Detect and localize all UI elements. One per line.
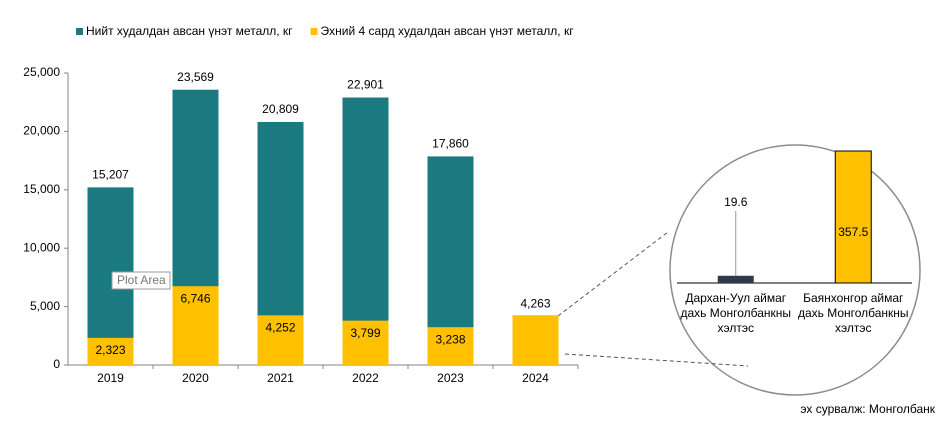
inset-value-label: 357.5 — [838, 225, 868, 239]
bar — [342, 97, 389, 365]
tooltip: Plot Area — [117, 273, 166, 287]
inset-category: Баянхонгор аймаг дахь Монголбанкны хэлтэ… — [797, 291, 909, 335]
value-label: 3,799 — [350, 326, 380, 340]
bar — [427, 327, 474, 365]
y-tick-label: 25,000 — [23, 65, 60, 79]
value-label: 20,809 — [262, 102, 299, 116]
value-label: 3,238 — [435, 332, 465, 346]
bar — [87, 337, 134, 365]
inset-value-label: 19.6 — [724, 195, 748, 209]
source: эх сурвалж: Монголбанк — [800, 402, 935, 416]
bar — [342, 320, 389, 365]
x-tick-label: 2020 — [182, 371, 209, 385]
value-label: 15,207 — [92, 168, 129, 182]
legend-label: Нийт худалдан авсан үнэт металл, кг — [86, 24, 293, 38]
y-tick-label: 0 — [53, 357, 60, 371]
zoom-line — [557, 231, 669, 317]
x-tick-label: 2024 — [522, 371, 549, 385]
legend-swatch — [310, 28, 318, 35]
x-tick-label: 2021 — [267, 371, 294, 385]
y-tick-label: 10,000 — [23, 240, 60, 254]
value-label: 4,263 — [520, 296, 550, 310]
bar — [172, 286, 219, 365]
inset-bar — [834, 150, 872, 284]
x-tick-label: 2022 — [352, 371, 379, 385]
value-label: 4,252 — [265, 321, 295, 335]
y-tick-label: 20,000 — [23, 124, 60, 138]
zoom-line — [564, 353, 749, 367]
value-label: 22,901 — [347, 78, 384, 92]
legend-swatch — [76, 28, 83, 35]
bar — [512, 315, 559, 365]
inset-bar — [717, 275, 754, 283]
bar — [257, 315, 304, 365]
inset-category: Дархан-Уул аймаг дахь Монголбанкны хэлтэ… — [680, 291, 792, 335]
y-tick-label: 5,000 — [30, 299, 60, 313]
tooltip-box — [111, 271, 171, 290]
y-tick-label: 15,000 — [23, 182, 60, 196]
zoom-circle — [669, 144, 921, 396]
value-label: 17,860 — [432, 137, 469, 151]
legend-label: Эхний 4 сард худалдан авсан үнэт металл,… — [321, 24, 575, 38]
value-label: 23,569 — [177, 70, 214, 84]
value-label: 2,323 — [95, 343, 125, 357]
x-tick-label: 2019 — [97, 371, 124, 385]
value-label: 6,746 — [180, 291, 210, 305]
x-tick-label: 2023 — [437, 371, 464, 385]
